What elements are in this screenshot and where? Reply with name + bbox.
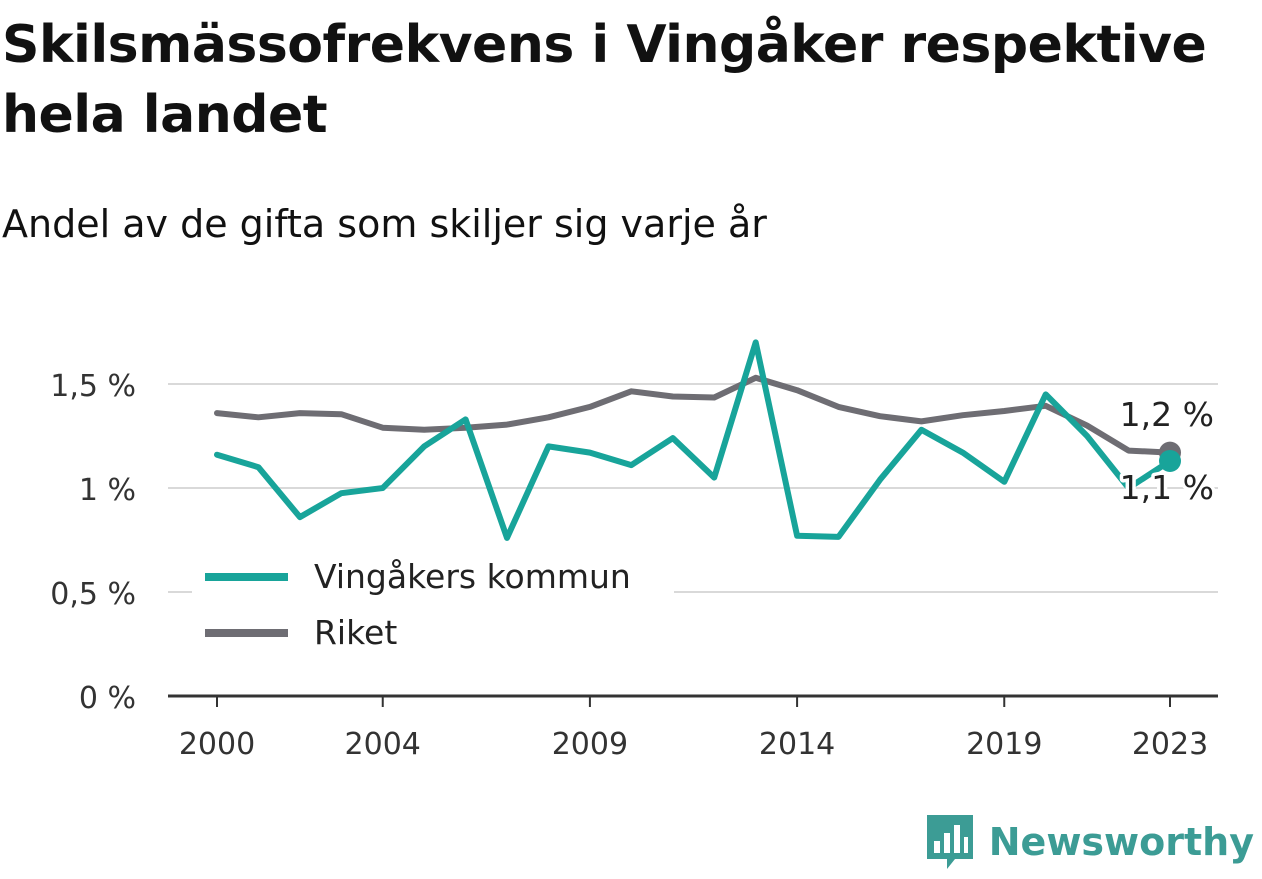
x-tick-label: 2004 xyxy=(345,727,421,762)
x-tick-label: 2014 xyxy=(759,727,835,762)
end-value-label: 1,2 % xyxy=(1120,395,1214,434)
y-axis-labels: 0 % 0,5 % 1 % 1,5 % xyxy=(50,369,136,716)
x-tick-label: 2009 xyxy=(552,727,628,762)
series-end-point xyxy=(1159,449,1181,472)
y-tick-label: 1 % xyxy=(79,473,136,508)
end-value-label: 1,1 % xyxy=(1120,468,1214,507)
series-line xyxy=(214,374,1173,456)
x-tick-label: 2000 xyxy=(179,727,255,762)
legend-label: Vingåkers kommun xyxy=(314,557,631,596)
x-axis: 2000 2004 2009 2014 2019 2023 xyxy=(168,694,1218,762)
series-lines xyxy=(214,339,1181,541)
newsworthy-logo-icon xyxy=(926,815,973,869)
legend-background xyxy=(192,548,674,666)
legend: Vingåkers kommun Riket xyxy=(192,548,674,666)
legend-label: Riket xyxy=(314,613,397,652)
chart-title: Skilsmässofrekvens i Vingåker respektive… xyxy=(2,15,1207,145)
series-line xyxy=(214,339,1173,541)
x-tick-label: 2023 xyxy=(1132,727,1208,762)
brand-logo: Newsworthy xyxy=(925,813,1254,871)
y-tick-label: 1,5 % xyxy=(50,369,136,404)
end-labels: 1,2 % 1,1 % xyxy=(1116,392,1217,511)
x-tick-label: 2019 xyxy=(966,727,1042,762)
brand-name: Newsworthy xyxy=(988,820,1254,864)
y-tick-label: 0,5 % xyxy=(50,577,136,612)
y-tick-label: 0 % xyxy=(79,681,136,716)
chart-subtitle: Andel av de gifta som skiljer sig varje … xyxy=(2,202,767,246)
